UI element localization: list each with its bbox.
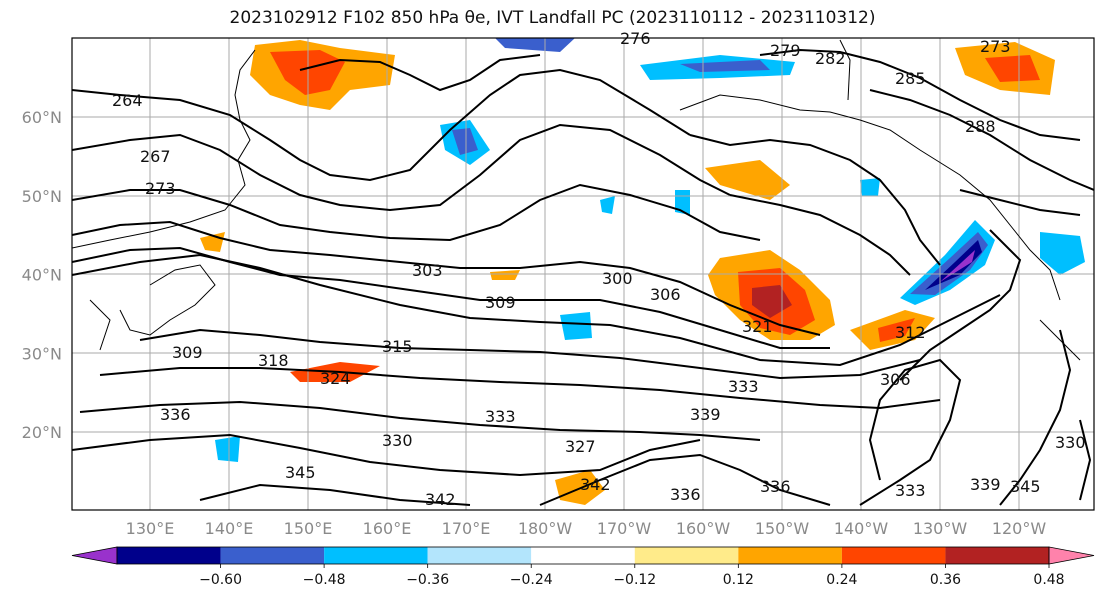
shade-positive-small1 [490, 270, 520, 280]
lon-tick-label: 140°W [834, 519, 889, 538]
lon-tick-label: 140°E [205, 519, 254, 538]
latitude-tick-labels: 60°N 50°N 40°N 30°N 20°N [22, 108, 62, 442]
contour-label-330: 330 [382, 431, 413, 450]
shade-negative-top [495, 38, 575, 52]
colorbar-segment [634, 547, 739, 564]
contour-label-306: 306 [650, 285, 681, 304]
lon-tick-label: 130°E [126, 519, 175, 538]
contour-label-279: 279 [770, 41, 801, 60]
contour-label-288: 288 [965, 117, 996, 136]
lon-tick-label: 120°W [992, 519, 1047, 538]
lon-tick-label: 170°E [442, 519, 491, 538]
contour-label-315: 315 [382, 337, 413, 356]
contour-label-333: 333 [728, 377, 759, 396]
contour-label-324: 324 [320, 369, 351, 388]
shade-negative-okhotsk-core [452, 128, 478, 155]
colorbar-segment [531, 547, 635, 564]
contour-label-312: 312 [895, 323, 926, 342]
shade-negative-ar-mid [910, 232, 988, 295]
colorbar-extend-high [1048, 546, 1095, 565]
lon-tick-label: 170°W [597, 519, 652, 538]
theta-e-contours [72, 48, 1094, 506]
coastlines [72, 39, 1081, 361]
colorbar-segment [324, 547, 428, 564]
contour-label-336c: 336 [760, 477, 791, 496]
colorbar: −0.60 −0.48 −0.36 −0.24 −0.12 0.12 0.24 0.36 0.4… [71, 546, 1095, 588]
lon-tick-label: 130°W [913, 519, 968, 538]
lat-tick-label: 60°N [22, 108, 62, 127]
contour-label-321: 321 [742, 317, 773, 336]
colorbar-frame [116, 546, 1050, 565]
colorbar-tick-label: −0.36 [406, 572, 449, 588]
contour-label-342: 342 [580, 475, 611, 494]
contour-label-345b: 345 [1010, 477, 1041, 496]
map-frame [71, 37, 1095, 511]
shade-negative-small1 [600, 196, 615, 214]
shade-negative-ar-core [925, 240, 982, 290]
contour-label-333b: 333 [485, 407, 516, 426]
lat-tick-label: 40°N [22, 266, 62, 285]
colorbar-tick-label: 0.48 [1033, 572, 1064, 588]
colorbar-segment [117, 547, 221, 564]
contour-label-303: 303 [412, 261, 443, 280]
lat-tick-label: 20°N [22, 423, 62, 442]
contour-label-273b: 273 [980, 37, 1011, 56]
colorbar-tick-label: 0.12 [723, 572, 754, 588]
contour-label-309: 309 [485, 293, 516, 312]
shade-negative-se [1040, 232, 1085, 275]
colorbar-segment [841, 547, 946, 564]
contour-label-342b: 342 [425, 490, 456, 509]
lat-tick-label: 30°N [22, 344, 62, 363]
contour-label-267: 267 [140, 147, 171, 166]
colorbar-tick-label: −0.24 [510, 572, 553, 588]
contour-label-336b: 336 [670, 485, 701, 504]
contour-label-339b: 339 [970, 475, 1001, 494]
contour-label-336: 336 [160, 405, 191, 424]
colorbar-segment [220, 547, 325, 564]
contour-label-330b: 330 [1055, 433, 1086, 452]
contour-label-327: 327 [565, 437, 596, 456]
lon-tick-label: 150°W [755, 519, 810, 538]
shade-positive-alaska-core [985, 55, 1040, 82]
colorbar-tick-label: −0.48 [303, 572, 346, 588]
contour-label-345: 345 [285, 463, 316, 482]
colorbar-segment [427, 547, 532, 564]
lon-tick-label: 160°W [676, 519, 731, 538]
lon-tick-label: 160°E [363, 519, 412, 538]
shade-negative-small2 [860, 178, 880, 196]
contour-label-318: 318 [258, 351, 289, 370]
contour-label-309b: 309 [172, 343, 203, 362]
contour-label-333c: 333 [895, 481, 926, 500]
colorbar-tick-label: 0.24 [826, 572, 857, 588]
contour-label-285: 285 [895, 69, 926, 88]
shade-negative-sw [215, 436, 240, 462]
contour-labels: 264 267 273 273 276 279 282 285 288 300 … [112, 29, 1086, 509]
contour-label-339: 339 [690, 405, 721, 424]
contour-label-300: 300 [602, 269, 633, 288]
colorbar-tick-label: 0.36 [930, 572, 961, 588]
colorbar-extend-low [71, 546, 118, 565]
map-title: 2023102912 F102 850 hPa θe, IVT Landfall… [229, 8, 876, 28]
shade-negative-central [560, 312, 592, 340]
lon-tick-label: 150°E [284, 519, 333, 538]
lon-tick-label: 180°W [518, 519, 573, 538]
shade-positive-east-core [878, 318, 915, 342]
shading-layer [200, 38, 1085, 505]
contour-label-273: 273 [145, 179, 176, 198]
colorbar-tick-label: −0.60 [199, 572, 242, 588]
contour-label-264: 264 [112, 91, 143, 110]
colorbar-tick-label: −0.12 [613, 572, 656, 588]
contour-label-306b: 306 [880, 370, 911, 389]
colorbar-segment [945, 547, 1049, 564]
contour-label-282: 282 [815, 49, 846, 68]
longitude-tick-labels: 130°E 140°E 150°E 160°E 170°E 180°W 170°W 160°W… [126, 519, 1047, 538]
colorbar-segment [738, 547, 842, 564]
shade-positive-gulf [705, 160, 790, 200]
lat-tick-label: 50°N [22, 187, 62, 206]
